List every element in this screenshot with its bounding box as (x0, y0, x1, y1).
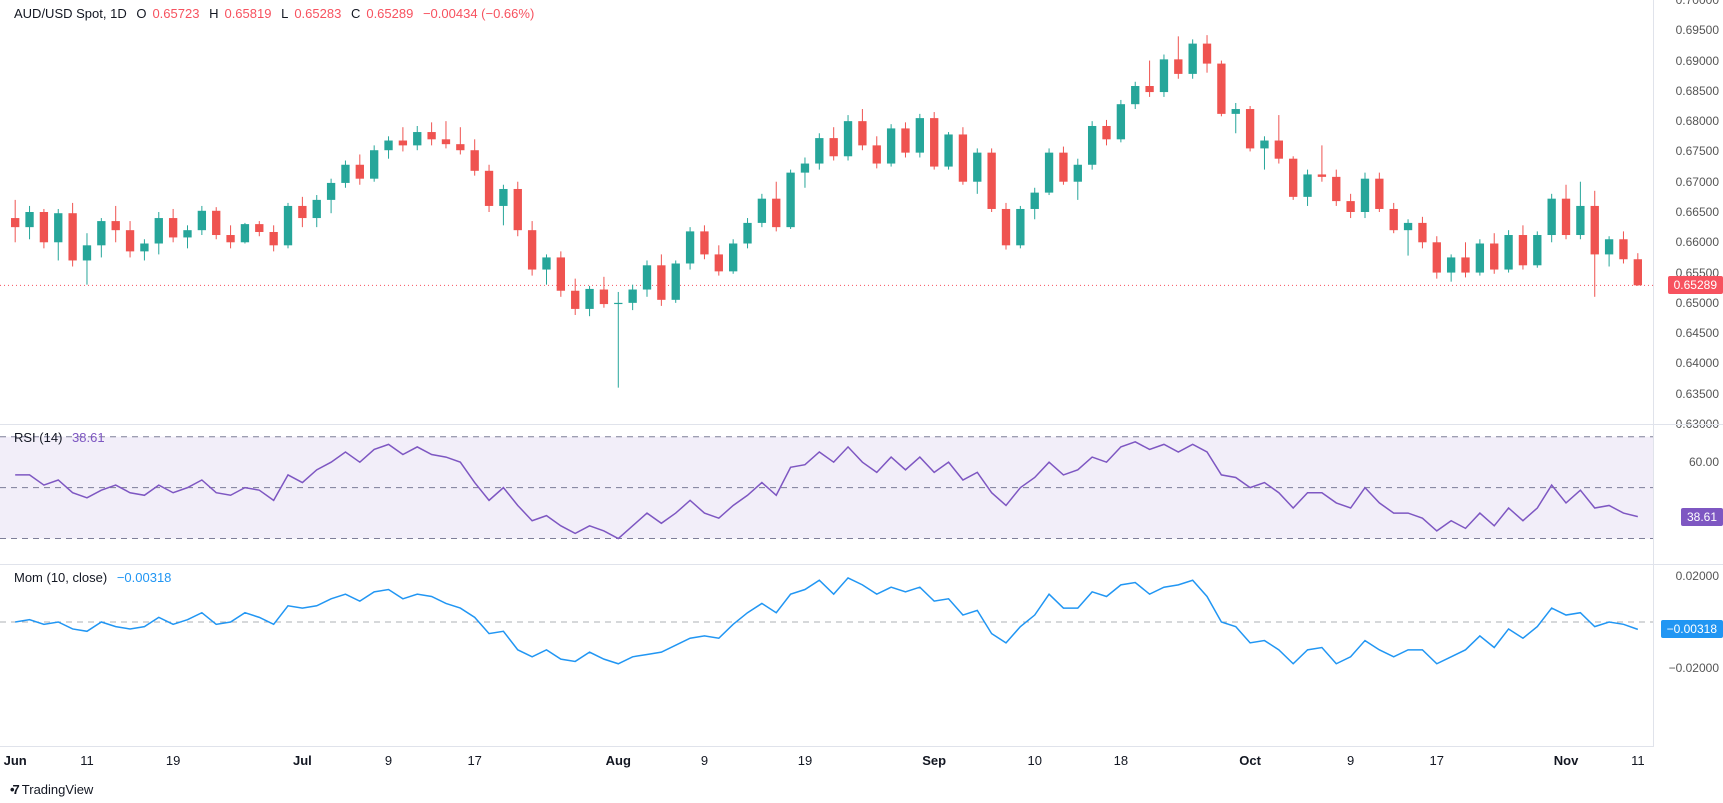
mom-value: −0.00318 (117, 570, 172, 585)
price-tick: 0.69500 (1676, 23, 1719, 37)
price-tick: 0.67000 (1676, 175, 1719, 189)
chart-root: AUD/USD Spot, 1D O 0.65723 H 0.65819 L 0.65… (0, 0, 1723, 803)
time-xaxis[interactable]: Jun 11 19 Jul 9 17 Aug 9 19 Sep 10 18 Oct 9 17 Nov 11 (0, 746, 1653, 775)
rsi-tick: 60.00 (1689, 455, 1719, 469)
price-tick: 0.68500 (1676, 84, 1719, 98)
h-label: H (209, 6, 218, 21)
time-tick: 19 (166, 753, 180, 768)
price-tick: 0.67500 (1676, 144, 1719, 158)
time-tick: 17 (1430, 753, 1444, 768)
axis-separator (1653, 0, 1654, 747)
price-tick: 0.63500 (1676, 387, 1719, 401)
time-tick: Oct (1239, 753, 1261, 768)
tradingview-logo-icon: •7 (10, 782, 18, 797)
attribution-text: TradingView (22, 782, 94, 797)
rsi-value: 38.61 (72, 430, 105, 445)
price-tick: 0.66500 (1676, 205, 1719, 219)
time-tick: Jul (293, 753, 312, 768)
momentum-svg (0, 564, 1653, 680)
tradingview-attribution[interactable]: •7 TradingView (10, 782, 93, 797)
mom-tick: 0.02000 (1676, 569, 1719, 583)
price-tick: 0.70000 (1676, 0, 1719, 7)
rsi-svg (0, 424, 1653, 564)
momentum-panel[interactable]: Mom (10, close) −0.00318 0.02000 −0.02000… (0, 564, 1723, 680)
price-tick: 0.64500 (1676, 326, 1719, 340)
rsi-value-tag: 38.61 (1681, 508, 1723, 526)
high-value: 0.65819 (224, 6, 271, 21)
time-tick: 9 (1347, 753, 1354, 768)
time-tick: 9 (701, 753, 708, 768)
c-label: C (351, 6, 360, 21)
candlestick-svg (0, 0, 1653, 424)
symbol-label: AUD/USD Spot, 1D (14, 6, 127, 21)
price-tick: 0.66000 (1676, 235, 1719, 249)
l-label: L (281, 6, 288, 21)
time-tick: 17 (467, 753, 481, 768)
low-value: 0.65283 (294, 6, 341, 21)
current-price-tag: 0.65289 (1668, 276, 1723, 294)
time-tick: 10 (1027, 753, 1041, 768)
price-tick: 0.65000 (1676, 296, 1719, 310)
time-tick: Aug (606, 753, 631, 768)
price-tick: 0.68000 (1676, 114, 1719, 128)
time-tick: 19 (798, 753, 812, 768)
mom-label: Mom (10, close) (14, 570, 107, 585)
open-value: 0.65723 (152, 6, 199, 21)
o-label: O (136, 6, 146, 21)
price-tick: 0.64000 (1676, 356, 1719, 370)
time-tick: Nov (1554, 753, 1579, 768)
time-tick: 11 (80, 753, 94, 768)
rsi-legend: RSI (14) 38.61 (14, 430, 111, 445)
time-tick: Jun (4, 753, 27, 768)
close-value: 0.65289 (366, 6, 413, 21)
mom-legend: Mom (10, close) −0.00318 (14, 570, 177, 585)
candlestick-panel[interactable]: AUD/USD Spot, 1D O 0.65723 H 0.65819 L 0.65… (0, 0, 1723, 424)
time-tick: 18 (1114, 753, 1128, 768)
mom-tick: −0.02000 (1669, 661, 1719, 675)
main-legend: AUD/USD Spot, 1D O 0.65723 H 0.65819 L 0.65… (14, 6, 540, 21)
time-tick: 11 (1631, 753, 1645, 768)
time-tick: 9 (385, 753, 392, 768)
mom-value-tag: −0.00318 (1661, 620, 1723, 638)
rsi-label: RSI (14) (14, 430, 62, 445)
time-tick: Sep (922, 753, 946, 768)
rsi-panel[interactable]: RSI (14) 38.61 60.00 38.61 (0, 424, 1723, 564)
price-tick: 0.69000 (1676, 54, 1719, 68)
change-value: −0.00434 (−0.66%) (423, 6, 534, 21)
